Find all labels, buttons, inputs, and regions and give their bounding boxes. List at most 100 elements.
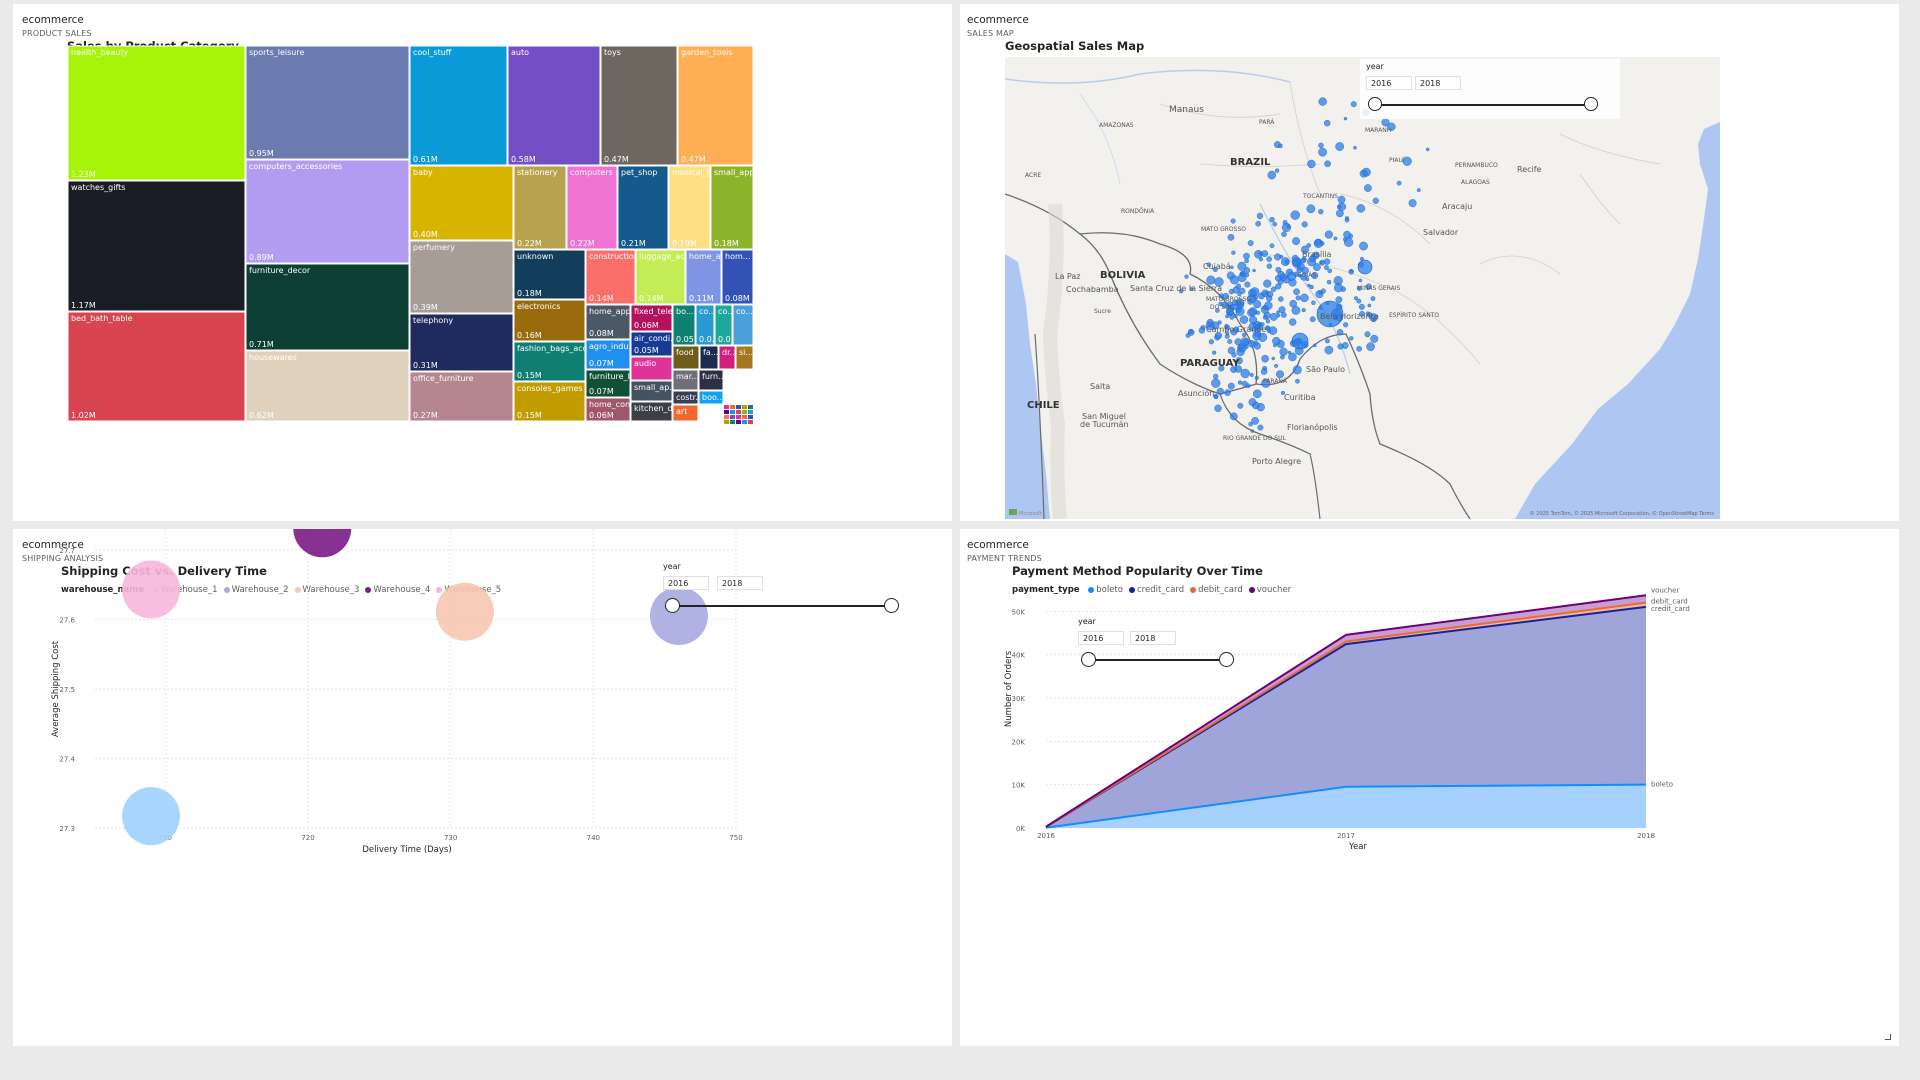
sales-bubble[interactable] <box>1282 220 1288 225</box>
treemap-tile-fashion-bags-acce-[interactable]: fashion_bags_acce... 0.15M <box>513 341 600 382</box>
sales-bubble[interactable] <box>1301 245 1309 254</box>
treemap-tile-dr-[interactable]: dr... <box>718 345 737 370</box>
sales-bubble[interactable] <box>1318 209 1324 215</box>
sales-bubble[interactable] <box>1198 327 1206 334</box>
sales-bubble[interactable] <box>1212 266 1218 272</box>
treemap-tile-perfumery[interactable]: perfumery 0.39M <box>409 240 514 314</box>
sales-bubble[interactable] <box>1313 263 1321 272</box>
treemap-tile-pet-shop[interactable]: pet_shop 0.21M <box>617 165 669 250</box>
treemap-tile-fixed-tele-[interactable]: fixed_tele... 0.06M <box>630 304 680 332</box>
treemap-tail-cell[interactable] <box>736 405 741 409</box>
sales-bubble[interactable] <box>1381 118 1390 127</box>
treemap-tile-stationery[interactable]: stationery 0.22M <box>513 165 567 250</box>
line-boleto[interactable] <box>1045 783 1647 829</box>
sales-bubble[interactable] <box>1264 291 1269 295</box>
sales-bubble[interactable] <box>1309 316 1316 323</box>
sales-bubble[interactable] <box>1318 97 1327 106</box>
sales-bubble[interactable] <box>1239 315 1249 324</box>
sales-bubble[interactable] <box>1276 370 1284 379</box>
area-boleto[interactable] <box>1046 784 1646 828</box>
sales-bubble[interactable] <box>1402 156 1412 166</box>
treemap-tile-computers[interactable]: computers 0.22M <box>566 165 618 250</box>
treemap-tile-hom-[interactable]: hom... 0.08M <box>721 249 754 305</box>
treemap-tail-cell[interactable] <box>730 420 735 424</box>
sales-bubble[interactable] <box>1224 389 1231 396</box>
sales-bubble[interactable] <box>1305 277 1310 282</box>
slicer-handle-end[interactable] <box>1219 652 1234 667</box>
treemap-tail-cell[interactable] <box>724 420 729 424</box>
legend-item-credit-card[interactable]: credit_card <box>1136 585 1185 595</box>
sales-bubble[interactable] <box>1270 286 1277 292</box>
treemap-tile-co-[interactable]: co... 0.0... <box>695 304 719 346</box>
treemap-tile-electronics[interactable]: electronics 0.16M <box>513 299 586 342</box>
sales-bubble[interactable] <box>1249 315 1258 325</box>
sales-bubble[interactable] <box>1364 331 1371 338</box>
sales-bubble[interactable] <box>1269 312 1278 321</box>
year-slicer[interactable]: year 2016 2018 <box>1360 59 1620 119</box>
treemap-tile-construction-[interactable]: construction... 0.14M <box>585 249 646 305</box>
treemap-tail-cell[interactable] <box>736 420 741 424</box>
legend-item-warehouse-4[interactable]: Warehouse_4 <box>373 585 431 595</box>
sales-bubble[interactable] <box>1244 281 1251 288</box>
sales-bubble[interactable] <box>1416 188 1421 192</box>
treemap-tail-cell[interactable] <box>724 415 729 419</box>
sales-bubble[interactable] <box>1211 321 1220 330</box>
treemap-tile-garden-tools[interactable]: garden_tools 0.47M <box>677 45 754 166</box>
sales-bubble[interactable] <box>1248 421 1253 427</box>
sales-bubble[interactable] <box>1230 265 1234 270</box>
sales-bubble[interactable] <box>1295 378 1300 384</box>
sales-bubble[interactable] <box>1237 291 1242 297</box>
sales-bubble[interactable] <box>1335 296 1343 303</box>
sales-bubble[interactable] <box>1336 329 1344 336</box>
sales-bubble[interactable] <box>1262 315 1268 320</box>
sales-bubble[interactable] <box>1225 314 1230 319</box>
sales-bubble[interactable] <box>1267 329 1271 333</box>
area-chart[interactable]: 0K 10K 20K 30K 40K 50K 2016 2017 2018 Year Number … <box>960 529 1899 1046</box>
sales-bubble[interactable] <box>1367 303 1372 308</box>
sales-bubble[interactable] <box>1227 382 1235 390</box>
sales-bubble[interactable] <box>1309 254 1317 262</box>
slicer-from-input[interactable]: 2016 <box>663 576 709 590</box>
treemap-chart[interactable]: health_beauty1.23Mwatches_gifts1.17Mbed_… <box>13 4 952 521</box>
sales-bubble[interactable] <box>1326 279 1332 285</box>
bubble-warehouse-2[interactable] <box>649 586 708 645</box>
bubble-warehouse-5[interactable] <box>122 560 181 619</box>
slicer-handle-start[interactable] <box>665 598 680 613</box>
treemap-tile-consoles-games[interactable]: consoles_games 0.15M <box>513 381 586 422</box>
slicer-track[interactable] <box>673 605 891 607</box>
sales-bubble[interactable] <box>1253 389 1262 399</box>
slicer-to-input[interactable]: 2018 <box>1415 76 1461 90</box>
sales-bubble[interactable] <box>1291 306 1301 315</box>
slicer-handle-start[interactable] <box>1368 97 1382 111</box>
sales-bubble[interactable] <box>1287 271 1297 281</box>
sales-bubble[interactable] <box>1324 345 1334 355</box>
sales-bubble[interactable] <box>1313 343 1317 348</box>
sales-bubble[interactable] <box>1244 258 1249 264</box>
sales-bubble[interactable] <box>1350 101 1357 108</box>
treemap-tile-home-con-[interactable]: home_con... 0.06M <box>585 397 638 422</box>
treemap-tile-toys[interactable]: toys 0.47M <box>600 45 678 166</box>
sales-bubble[interactable] <box>1274 363 1279 368</box>
sales-bubble[interactable] <box>1318 147 1327 157</box>
sales-bubble[interactable] <box>1290 210 1300 220</box>
treemap-tail-cell[interactable] <box>748 420 753 424</box>
treemap-tail-cell[interactable] <box>736 415 741 419</box>
sales-bubble[interactable] <box>1227 234 1235 241</box>
treemap-tile-bed-bath-table[interactable]: bed_bath_table 1.02M <box>67 311 246 422</box>
sales-bubble[interactable] <box>1278 296 1284 302</box>
sales-bubble[interactable] <box>1231 250 1236 255</box>
sales-bubble[interactable] <box>1267 170 1277 180</box>
sales-bubble[interactable] <box>1301 266 1309 274</box>
sales-bubble[interactable] <box>1280 312 1287 318</box>
treemap-tile-costr-[interactable]: costr... <box>672 390 703 405</box>
sales-bubble[interactable] <box>1230 218 1236 224</box>
treemap-tail-cell[interactable] <box>730 415 735 419</box>
sales-bubble[interactable] <box>1343 237 1354 247</box>
sales-bubble[interactable] <box>1324 230 1333 239</box>
treemap-tile-art[interactable]: art <box>672 404 699 422</box>
sales-bubble[interactable] <box>1224 324 1229 329</box>
sales-bubble[interactable] <box>1258 251 1263 256</box>
sales-bubble[interactable] <box>1216 387 1224 395</box>
slicer-handle-end[interactable] <box>884 598 899 613</box>
sales-bubble[interactable] <box>1387 122 1396 131</box>
